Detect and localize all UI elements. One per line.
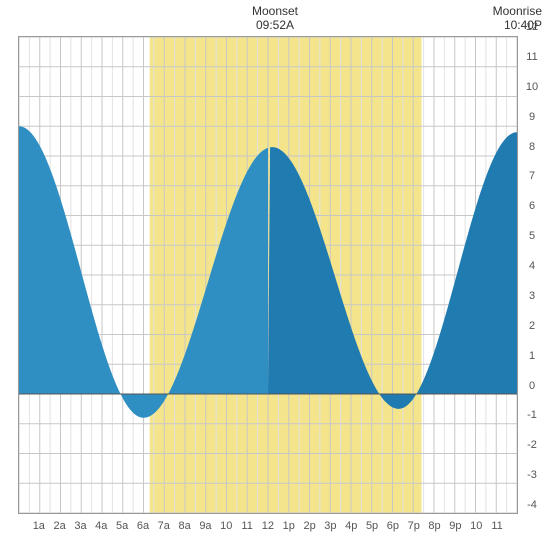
y-tick-label: 5	[529, 230, 535, 260]
moonset-time: 09:52A	[252, 18, 298, 32]
y-tick-label: 8	[529, 141, 535, 171]
x-tick-label: 6a	[133, 520, 154, 532]
x-tick-label: 3a	[70, 520, 91, 532]
x-tick-label: 5a	[112, 520, 133, 532]
y-tick-label: 9	[529, 111, 535, 141]
y-tick-label: 1	[529, 350, 535, 380]
x-tick-label: 9p	[445, 520, 466, 532]
y-tick-label: -1	[527, 409, 537, 439]
x-tick-label: 5p	[362, 520, 383, 532]
y-tick-label: -4	[527, 499, 537, 529]
y-tick-label: 4	[529, 260, 535, 290]
x-tick-label: 3p	[320, 520, 341, 532]
tide-chart-svg	[19, 37, 517, 513]
y-tick-label: 11	[526, 51, 537, 81]
x-tick-label: 10	[466, 520, 487, 532]
x-tick-label: 2a	[49, 520, 70, 532]
x-tick-label: 8a	[174, 520, 195, 532]
x-tick-label: 1a	[28, 520, 49, 532]
x-tick-label: 9a	[195, 520, 216, 532]
moonset-title: Moonset	[252, 4, 298, 18]
x-tick-label: 7p	[403, 520, 424, 532]
x-tick-label: 6p	[382, 520, 403, 532]
moonrise-title: Moonrise	[493, 4, 542, 18]
y-tick-label: 2	[529, 320, 535, 350]
x-tick-label: 4a	[91, 520, 112, 532]
plot-area	[18, 36, 518, 514]
x-tick-label: 4p	[341, 520, 362, 532]
x-tick-label: 11	[487, 520, 508, 532]
y-tick-label: 0	[529, 380, 535, 410]
y-tick-label: 10	[526, 81, 538, 111]
y-tick-label: -2	[527, 439, 537, 469]
x-tick-label: 10	[216, 520, 237, 532]
y-axis-labels: -4-3-2-10123456789101112	[522, 21, 542, 529]
header-moonset: Moonset 09:52A	[252, 4, 298, 32]
x-tick-label: 1p	[278, 520, 299, 532]
y-tick-label: 7	[529, 170, 535, 200]
y-tick-label: 12	[526, 21, 538, 51]
x-tick-label: 7a	[153, 520, 174, 532]
y-tick-label: -3	[527, 469, 537, 499]
x-tick-label: 11	[237, 520, 258, 532]
tide-chart-root: Moonset 09:52A Moonrise 10:40P -4-3-2-10…	[0, 0, 550, 550]
x-tick-label: 2p	[299, 520, 320, 532]
y-tick-label: 3	[529, 290, 535, 320]
x-axis-labels: 1a2a3a4a5a6a7a8a9a1011121p2p3p4p5p6p7p8p…	[28, 518, 507, 534]
y-tick-label: 6	[529, 200, 535, 230]
x-tick-label: 8p	[424, 520, 445, 532]
x-tick-label: 12	[258, 520, 279, 532]
